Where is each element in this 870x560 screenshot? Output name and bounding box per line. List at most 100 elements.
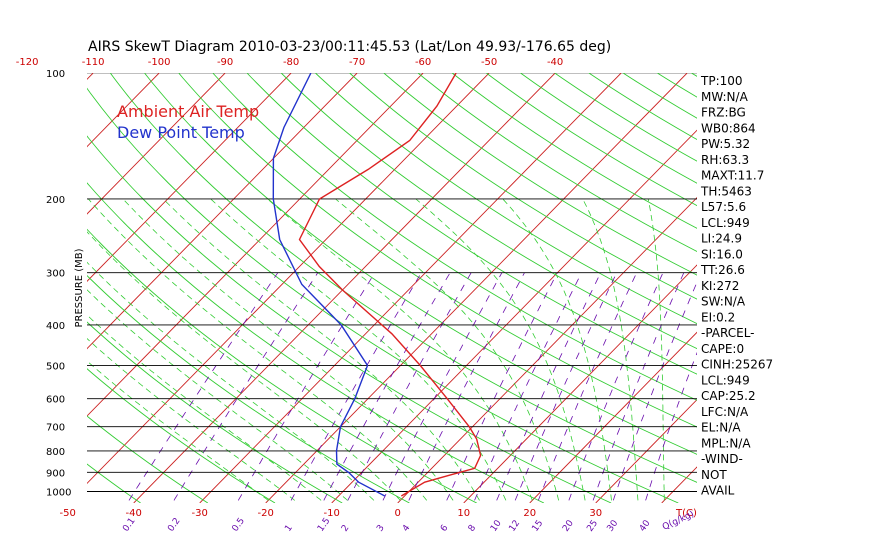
pressure-tick-label: 400 <box>46 321 65 332</box>
pressure-tick-label: 500 <box>46 362 65 373</box>
dry-adiabat-line <box>280 73 697 350</box>
isotherm-line <box>463 264 697 503</box>
index-item: TT:26.6 <box>700 263 745 277</box>
dry-adiabat-line <box>657 73 697 98</box>
isotherm-line <box>87 73 490 484</box>
mixing-ratio-line <box>537 272 638 501</box>
index-item: LI:24.9 <box>701 232 742 246</box>
mixing-ratio-tick-label: 1 <box>283 523 294 533</box>
index-item: KI:272 <box>701 279 739 293</box>
moist-adiabat-line <box>502 198 612 501</box>
bottom-temp-unit-label: T(C) <box>675 508 697 519</box>
isotherm-line <box>87 73 226 215</box>
dry-adiabat-line <box>212 73 697 401</box>
ambient-air-temp-line <box>298 73 482 497</box>
moist-adiabat-line <box>210 198 507 501</box>
dry-adiabat-line <box>144 73 697 455</box>
dry-adiabat-line <box>0 73 73 503</box>
index-item: -PARCEL- <box>701 326 755 340</box>
mixing-ratio-tick-label: 40 <box>638 518 653 533</box>
moist-adiabat-line <box>87 360 269 501</box>
mixing-ratio-tick-label: 25 <box>585 519 600 534</box>
dry-adiabat-line <box>794 73 870 503</box>
mixing-ratio-line <box>408 272 525 501</box>
isotherm-line <box>87 73 424 417</box>
bottom-temp-tick-label: -30 <box>192 508 208 519</box>
mixing-ratio-tick-label: 3 <box>375 523 386 533</box>
moist-adiabat-line <box>267 198 533 501</box>
moist-adiabat-line <box>87 261 375 501</box>
pressure-tick-label: 1000 <box>46 488 71 499</box>
dry-adiabat-line <box>87 135 612 503</box>
moist-adiabat-line <box>88 198 428 501</box>
mixing-ratio-line <box>128 272 279 501</box>
mixing-ratio-line <box>612 281 697 501</box>
index-item: LFC:N/A <box>701 405 749 419</box>
index-item: PW:5.32 <box>701 137 750 151</box>
y-axis-label: PRESSURE (MB) <box>74 248 85 327</box>
moist-adiabat-line <box>87 289 348 501</box>
pressure-tick-label: 100 <box>46 69 65 80</box>
mixing-ratio-tick-label: 8 <box>467 523 479 534</box>
moist-adiabat-line <box>87 338 295 501</box>
pressure-tick-label: 600 <box>46 395 65 406</box>
isotherm-line <box>87 73 292 282</box>
pressure-tick-label: 300 <box>46 269 65 280</box>
dry-adiabat-line <box>383 73 697 276</box>
mixing-ratio-tick-label: 2 <box>340 523 351 533</box>
top-temp-tick-label: -90 <box>217 57 233 68</box>
isotherm-line <box>87 73 160 148</box>
diagram-gridlines <box>0 73 870 503</box>
bottom-temp-tick-label: 20 <box>523 508 536 519</box>
index-item: MW:N/A <box>701 90 749 104</box>
dry-adiabat-line <box>87 228 477 503</box>
pressure-tick-label: 700 <box>46 423 65 434</box>
index-item: MAXT:11.7 <box>701 169 764 183</box>
mixing-ratio-tick-label: 0.2 <box>166 516 182 533</box>
moist-adiabat-line <box>647 198 665 501</box>
dry-adiabat-line <box>178 73 697 428</box>
top-temp-tick-label: -80 <box>283 57 299 68</box>
dry-adiabat-line <box>554 73 697 162</box>
moist-adiabat-line <box>582 198 639 501</box>
dry-adiabat-line <box>349 73 697 300</box>
mixing-ratio-line <box>496 272 602 501</box>
index-item: WB0:864 <box>701 121 756 135</box>
index-item: SW:N/A <box>701 295 746 309</box>
index-item: FRZ:BG <box>701 106 746 120</box>
moist-adiabat-line <box>163 198 480 501</box>
mixing-ratio-line <box>568 272 664 501</box>
bottom-temp-tick-label: 10 <box>457 508 470 519</box>
dry-adiabat-line <box>520 73 697 184</box>
moist-adiabat-line <box>415 198 586 501</box>
moist-adiabat-line <box>335 198 560 501</box>
mixing-ratio-line <box>474 272 582 501</box>
mixing-ratio-line <box>323 272 451 501</box>
dry-adiabat-line <box>451 73 697 229</box>
mixing-ratio-line <box>446 272 558 501</box>
pressure-tick-label: 900 <box>46 468 65 479</box>
top-temp-tick-label: -110 <box>82 57 105 68</box>
isotherm-line <box>199 73 622 503</box>
dry-adiabat-line <box>246 73 697 375</box>
dry-adiabat-line <box>315 73 697 325</box>
index-item: NOT <box>701 468 727 482</box>
pressure-tick-label: 200 <box>46 195 65 206</box>
mixing-ratio-tick-label: 20 <box>561 518 576 533</box>
bottom-temp-tick-label: -10 <box>324 508 340 519</box>
bottom-temp-tick-label: 0 <box>395 508 401 519</box>
index-item: EL:N/A <box>701 421 741 435</box>
index-item: CINH:25267 <box>701 358 773 372</box>
mixing-ratio-line <box>382 272 503 501</box>
index-item: LCL:949 <box>701 373 750 387</box>
mixing-ratio-line <box>347 272 472 501</box>
mixing-ratio-tick-label: 12 <box>507 519 522 534</box>
isotherm-line <box>397 196 697 503</box>
chart-title: AIRS SkewT Diagram 2010-03-23/00:11:45.5… <box>88 39 611 55</box>
moist-adiabat-line <box>87 314 322 501</box>
mixing-ratio-line <box>645 351 697 501</box>
moist-adiabat-line <box>122 198 454 501</box>
mixing-ratio-tick-label: 30 <box>606 518 621 533</box>
index-item: L57:5.6 <box>701 200 746 214</box>
